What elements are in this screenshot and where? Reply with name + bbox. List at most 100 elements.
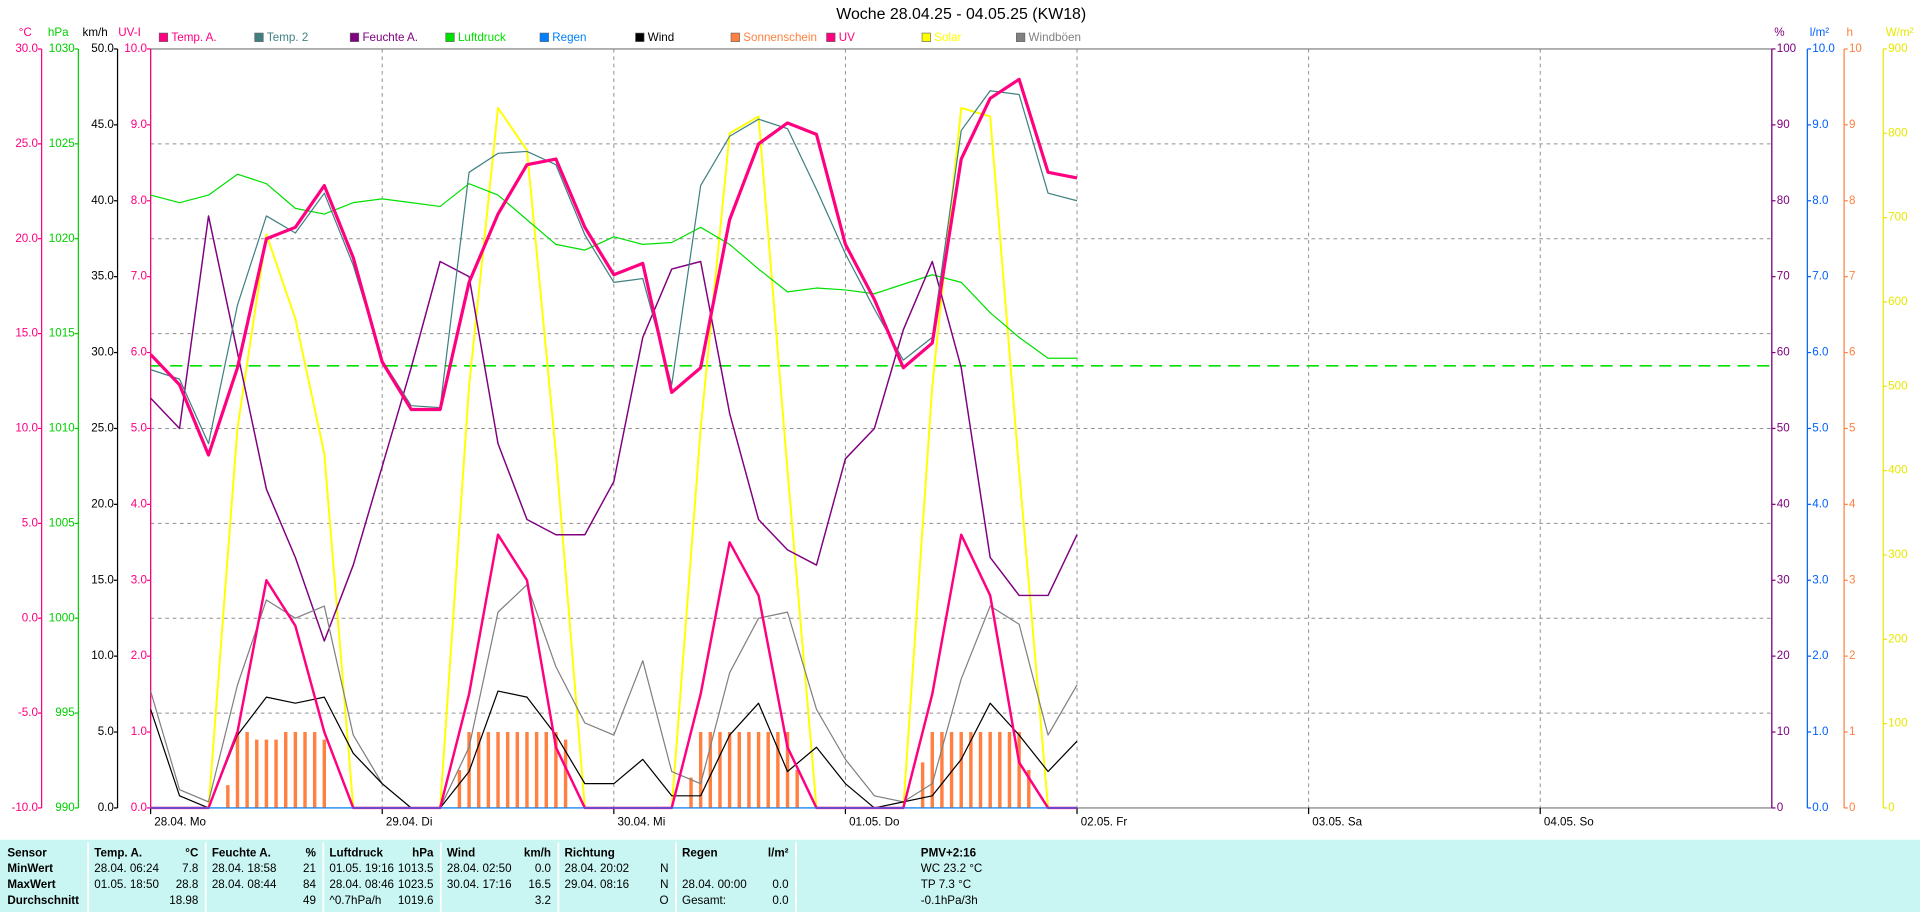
stat-time: 28.04. 18:58 (212, 862, 277, 875)
pmv-line: -0.1hPa/3h (921, 894, 978, 907)
y-tick-label: 3.0 (131, 573, 148, 586)
stat-value: 0.0 (535, 862, 552, 875)
y-tick-label: 9.0 (1812, 118, 1829, 131)
x-tick-label: 03.05. Sa (1312, 816, 1362, 829)
y-tick-label: 0 (1777, 801, 1784, 814)
y-tick-label: 995 (55, 706, 74, 719)
x-tick-label: 01.05. Do (849, 816, 899, 829)
y-axis-unit: l/m² (1810, 26, 1829, 39)
y-tick-label: 35.0 (91, 270, 114, 283)
bar (766, 732, 770, 808)
y-tick-label: 10.0 (15, 422, 38, 435)
bar (959, 732, 963, 808)
y-tick-label: 700 (1888, 211, 1908, 224)
y-tick-label: 25.0 (91, 422, 114, 435)
y-tick-label: 500 (1888, 379, 1908, 392)
bar (563, 739, 568, 808)
legend-label: Regen (552, 31, 586, 44)
stat-value: 1013.5 (398, 862, 434, 875)
bar (776, 732, 780, 808)
y-tick-label: 8 (1849, 194, 1855, 207)
series-line (149, 77, 1078, 457)
bar (303, 732, 307, 808)
y-tick-label: 2.0 (1812, 649, 1829, 662)
bar (978, 732, 983, 808)
stat-time: 28.04. 08:46 (329, 878, 394, 891)
y-tick-label: 4.0 (131, 497, 148, 510)
y-axis-unit: °C (19, 26, 32, 39)
legend-label: Luftdruck (458, 31, 506, 44)
y-tick-label: 1005 (49, 516, 75, 529)
y-tick-label: 0.0 (131, 801, 148, 814)
bar (322, 739, 327, 808)
y-tick-label: 990 (55, 801, 75, 814)
y-tick-label: 4.0 (1812, 497, 1829, 510)
row-label: Sensor (7, 846, 47, 859)
y-axis-unit: hPa (48, 26, 69, 39)
bar (457, 769, 462, 808)
stat-time: 01.05. 18:50 (94, 878, 159, 891)
legend-swatch (921, 32, 931, 42)
bar (226, 785, 230, 808)
bar (505, 732, 510, 808)
row-label: MaxWert (7, 878, 55, 891)
bar (940, 732, 944, 808)
y-tick-label: 20.0 (91, 497, 114, 510)
bar (477, 732, 481, 808)
bar (235, 732, 240, 808)
y-tick-label: 20.0 (15, 232, 38, 245)
stat-time: 28.04. 20:02 (564, 862, 629, 875)
y-tick-label: 10.0 (124, 42, 147, 55)
y-tick-label: 400 (1888, 464, 1908, 477)
stat-time: 28.04. 08:44 (212, 878, 277, 891)
y-axis-unit: W/m² (1886, 26, 1914, 39)
y-tick-label: 0 (1849, 801, 1856, 814)
y-tick-label: 30.0 (91, 346, 114, 359)
y-tick-label: 1025 (49, 137, 75, 150)
stats-panel (0, 839, 1920, 912)
row-label: Durchschnitt (7, 894, 79, 907)
y-tick-label: 6 (1849, 346, 1855, 359)
legend-swatch (539, 32, 549, 42)
y-tick-label: 100 (1777, 42, 1797, 55)
stat-time: 29.04. 08:16 (564, 878, 629, 891)
y-tick-label: 2 (1849, 649, 1855, 662)
y-tick-label: -5.0 (18, 706, 39, 719)
bar (293, 732, 298, 808)
y-tick-label: 5 (1849, 422, 1855, 435)
stat-value: 0.0 (772, 894, 789, 907)
y-tick-label: 10.0 (91, 649, 114, 662)
stat-time: 28.04. 00:00 (682, 878, 747, 891)
bar (554, 732, 558, 808)
bar (727, 732, 732, 808)
pmv-line: TP 7.3 °C (921, 878, 971, 891)
column-header: Luftdruck (329, 846, 383, 859)
y-tick-label: 60 (1777, 346, 1790, 359)
y-tick-label: 3.0 (1812, 573, 1829, 586)
bar (969, 732, 973, 808)
y-tick-label: 1 (1849, 725, 1855, 738)
y-tick-label: 0.0 (22, 611, 39, 624)
legend-label: Windböen (1029, 31, 1081, 44)
column-header: Wind (447, 846, 475, 859)
column-header: Richtung (564, 846, 614, 859)
legend-label: Temp. 2 (267, 31, 308, 44)
stat-value: O (660, 894, 669, 907)
bar (255, 739, 259, 808)
y-tick-label: 6.0 (1812, 346, 1829, 359)
series-line (150, 690, 1078, 809)
y-tick-label: 10.0 (1812, 42, 1835, 55)
stat-value: 18.98 (169, 894, 198, 907)
legend-label: Temp. A. (171, 31, 216, 44)
stat-time: 28.04. 06:24 (94, 862, 159, 875)
column-unit: °C (185, 846, 199, 859)
bar (312, 732, 317, 808)
stat-value: 7.8 (182, 862, 198, 875)
legend-label: UV (839, 31, 855, 44)
y-tick-label: 4 (1849, 497, 1856, 510)
x-tick-label: 30.04. Mi (617, 816, 665, 829)
legend-swatch (349, 32, 360, 42)
column-header: Feuchte A. (212, 846, 271, 859)
column-header: Temp. A. (94, 846, 142, 859)
